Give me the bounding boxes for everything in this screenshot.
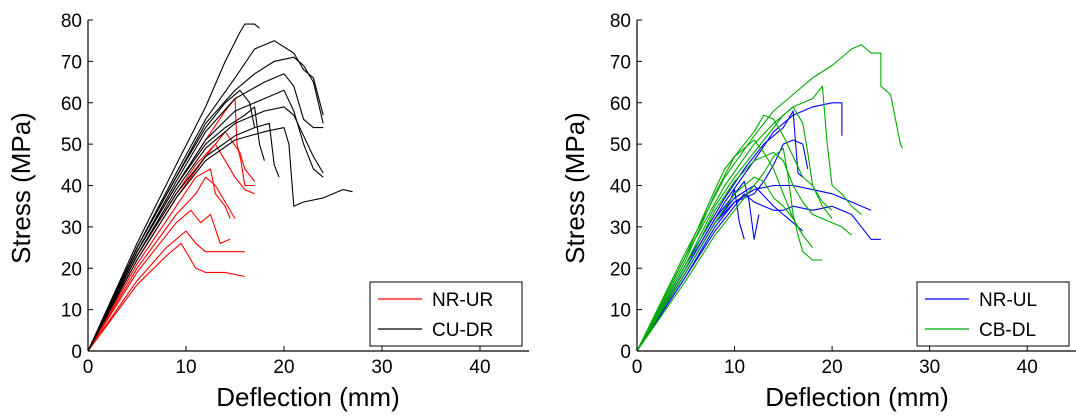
legend-label-cb-dl: CB-DL — [979, 320, 1036, 341]
y-tick-label: 0 — [71, 342, 82, 363]
data-curves — [636, 44, 903, 352]
series-nr-ul-specimen-2 — [636, 110, 804, 352]
series-nr-ur-specimen-5 — [87, 230, 245, 352]
x-tick-label: 40 — [1017, 357, 1038, 378]
y-tick-label: 70 — [610, 52, 631, 73]
series-cb-dl-specimen-8 — [636, 106, 833, 352]
chart-right-nr-ul-cb-dl: 0 10 20 30 40 50 60 70 80 0 10 20 30 40 Stress (MPa) De… — [560, 11, 1076, 412]
series-cb-dl-specimen-6 — [636, 147, 823, 352]
series-nr-ul-specimen-5 — [636, 180, 760, 352]
x-tick-label: 40 — [469, 357, 490, 378]
x-axis-title: Deflection (mm) — [216, 382, 399, 412]
x-tick-label: 0 — [632, 357, 643, 378]
series-cb-dl-specimen-4 — [636, 151, 852, 352]
legend: NR-UR CU-DR — [369, 281, 523, 347]
series-cu-dr-specimen-8 — [87, 122, 280, 352]
series-nr-ur-specimen-3 — [87, 176, 236, 352]
legend-box — [369, 281, 523, 347]
y-tick-label: 30 — [61, 218, 82, 239]
series-nr-ul-specimen-8 — [636, 139, 809, 352]
y-tick-label: 40 — [610, 177, 631, 198]
series-nr-ul-specimen-1 — [636, 102, 843, 352]
series-cb-dl-specimen-5 — [636, 176, 814, 352]
y-tick-label: 60 — [61, 94, 82, 115]
chart-left-nr-ur-cu-dr: 0 10 20 30 40 50 60 70 80 0 10 20 30 40 Stress (MPa) De… — [6, 11, 529, 412]
y-tick-label: 60 — [610, 94, 631, 115]
legend-label-nr-ul: NR-UL — [979, 290, 1037, 311]
y-tick-label: 70 — [61, 52, 82, 73]
legend-box — [916, 281, 1070, 347]
x-tick-label: 10 — [175, 357, 196, 378]
x-tick-label: 20 — [822, 357, 843, 378]
series-cu-dr-specimen-5 — [87, 89, 324, 352]
y-tick-label: 0 — [620, 342, 631, 363]
y-tick-label: 20 — [610, 259, 631, 280]
series-nr-ur-specimen-1 — [87, 98, 255, 352]
y-axis-title: Stress (MPa) — [6, 112, 36, 264]
y-tick-label: 80 — [610, 11, 631, 32]
y-tick-label: 30 — [610, 218, 631, 239]
series-cu-dr-specimen-2 — [87, 40, 324, 352]
series-cu-dr-specimen-7 — [87, 127, 353, 352]
y-tick-label: 20 — [61, 259, 82, 280]
series-nr-ur-specimen-4 — [87, 209, 231, 352]
series-nr-ur-specimen-7 — [87, 168, 231, 352]
series-cb-dl-specimen-2 — [636, 85, 862, 352]
y-tick-label: 40 — [61, 177, 82, 198]
series-cu-dr-specimen-1 — [87, 23, 260, 352]
series-cu-dr-specimen-9 — [87, 106, 265, 352]
x-tick-label: 30 — [919, 357, 940, 378]
x-tick-label: 10 — [724, 357, 745, 378]
legend: NR-UL CB-DL — [916, 281, 1070, 347]
legend-label-nr-ur: NR-UR — [432, 290, 493, 311]
series-nr-ul-specimen-7 — [636, 184, 872, 352]
y-tick-label: 50 — [61, 135, 82, 156]
y-tick-label: 80 — [61, 11, 82, 32]
series-cu-dr-specimen-3 — [87, 56, 324, 352]
y-axis-title: Stress (MPa) — [560, 112, 590, 264]
series-cu-dr-specimen-6 — [87, 106, 324, 352]
series-cu-dr-specimen-4 — [87, 73, 324, 352]
series-cb-dl-specimen-3 — [636, 114, 833, 352]
x-tick-label: 20 — [273, 357, 294, 378]
x-axis-title: Deflection (mm) — [765, 382, 948, 412]
y-tick-label: 10 — [61, 301, 82, 322]
y-tick-label: 10 — [610, 301, 631, 322]
x-tick-label: 0 — [83, 357, 94, 378]
series-nr-ul-specimen-4 — [636, 193, 881, 352]
series-cu-dr-specimen-10 — [87, 89, 256, 352]
legend-label-cu-dr: CU-DR — [432, 320, 493, 341]
x-tick-label: 30 — [371, 357, 392, 378]
series-cb-dl-specimen-7 — [636, 139, 804, 352]
data-curves — [87, 23, 353, 352]
y-tick-label: 50 — [610, 135, 631, 156]
series-nr-ur-specimen-6 — [87, 242, 245, 352]
series-cb-dl-specimen-1 — [636, 44, 903, 352]
